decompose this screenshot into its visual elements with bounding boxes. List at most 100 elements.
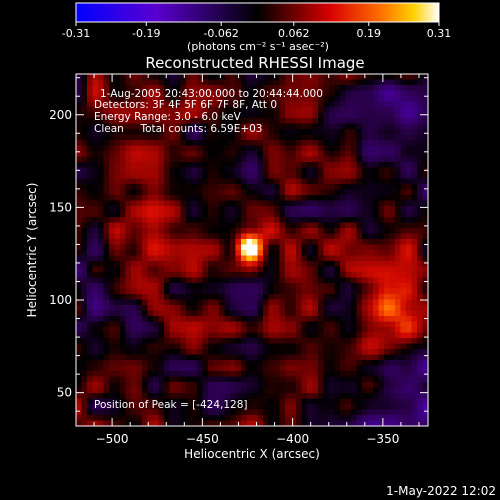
heatmap-cell bbox=[367, 101, 374, 108]
heatmap-cell bbox=[274, 79, 281, 86]
heatmap-cell bbox=[103, 129, 110, 136]
heatmap-cell bbox=[378, 162, 385, 169]
heatmap-cell bbox=[241, 327, 248, 334]
heatmap-cell bbox=[274, 145, 281, 152]
heatmap-cell bbox=[411, 101, 418, 108]
heatmap-cell bbox=[274, 123, 281, 130]
heatmap-cell bbox=[378, 101, 385, 108]
heatmap-cell bbox=[417, 266, 424, 273]
heatmap-cell bbox=[268, 129, 275, 136]
heatmap-cell bbox=[81, 349, 88, 356]
heatmap-cell bbox=[175, 222, 182, 229]
heatmap-cell bbox=[224, 321, 231, 328]
heatmap-cell bbox=[417, 217, 424, 224]
heatmap-cell bbox=[114, 283, 121, 290]
heatmap-cell bbox=[98, 261, 105, 268]
heatmap-cell bbox=[164, 244, 171, 251]
heatmap-cell bbox=[158, 283, 165, 290]
heatmap-cell bbox=[345, 74, 352, 81]
heatmap-cell bbox=[147, 156, 154, 163]
heatmap-cell bbox=[422, 85, 428, 92]
heatmap-cell bbox=[120, 123, 127, 130]
heatmap-cell bbox=[81, 74, 88, 81]
heatmap-cell bbox=[351, 145, 358, 152]
heatmap-cell bbox=[252, 151, 259, 158]
heatmap-cell bbox=[285, 409, 292, 416]
heatmap-cell bbox=[329, 123, 336, 130]
heatmap-cell bbox=[230, 233, 237, 240]
heatmap-cell bbox=[340, 200, 347, 207]
heatmap-cell bbox=[417, 96, 424, 103]
heatmap-cell bbox=[202, 173, 209, 180]
heatmap-cell bbox=[197, 283, 204, 290]
heatmap-cell bbox=[197, 200, 204, 207]
heatmap-cell bbox=[417, 145, 424, 152]
heatmap-cell bbox=[81, 129, 88, 136]
heatmap-cell bbox=[378, 244, 385, 251]
heatmap-cell bbox=[296, 244, 303, 251]
heatmap-cell bbox=[257, 112, 264, 119]
heatmap-cell bbox=[103, 184, 110, 191]
heatmap-cell bbox=[422, 354, 428, 361]
heatmap-cell bbox=[92, 96, 99, 103]
heatmap-cell bbox=[230, 189, 237, 196]
heatmap-cell bbox=[411, 222, 418, 229]
heatmap-cell bbox=[367, 184, 374, 191]
heatmap-cell bbox=[125, 343, 132, 350]
heatmap-cell bbox=[345, 255, 352, 262]
heatmap-cell bbox=[153, 277, 160, 284]
x-tick-label: −350 bbox=[366, 432, 399, 446]
heatmap-cell bbox=[417, 420, 424, 426]
heatmap-cell bbox=[334, 272, 341, 279]
heatmap-cell bbox=[274, 129, 281, 136]
colorbar-tick-label: -0.062 bbox=[203, 27, 238, 40]
heatmap-cell bbox=[197, 398, 204, 405]
heatmap-cell bbox=[235, 266, 242, 273]
heatmap-cell bbox=[147, 112, 154, 119]
heatmap-cell bbox=[213, 321, 220, 328]
heatmap-cell bbox=[81, 195, 88, 202]
heatmap-cell bbox=[351, 299, 358, 306]
heatmap-cell bbox=[318, 228, 325, 235]
heatmap-cell bbox=[279, 195, 286, 202]
heatmap-cell bbox=[153, 244, 160, 251]
heatmap-cell bbox=[219, 206, 226, 213]
heatmap-cell bbox=[164, 118, 171, 125]
heatmap-cell bbox=[285, 349, 292, 356]
heatmap-cell bbox=[312, 173, 319, 180]
heatmap-cell bbox=[208, 371, 215, 378]
heatmap-cell bbox=[153, 118, 160, 125]
heatmap-cell bbox=[169, 129, 176, 136]
heatmap-cell bbox=[208, 288, 215, 295]
heatmap-cell bbox=[98, 382, 105, 389]
heatmap-cell bbox=[76, 189, 83, 196]
heatmap-cell bbox=[219, 118, 226, 125]
heatmap-cell bbox=[186, 90, 193, 97]
heatmap-cell bbox=[384, 206, 391, 213]
colorbar-tick-label: 0.31 bbox=[427, 27, 452, 40]
heatmap-cell bbox=[285, 316, 292, 323]
heatmap-cell bbox=[263, 101, 270, 108]
heatmap-cell bbox=[120, 145, 127, 152]
heatmap-cell bbox=[191, 398, 198, 405]
heatmap-cell bbox=[307, 140, 314, 147]
heatmap-cell bbox=[279, 338, 286, 345]
heatmap-cell bbox=[208, 387, 215, 394]
heatmap-cell bbox=[164, 222, 171, 229]
heatmap-cell bbox=[417, 200, 424, 207]
heatmap-cell bbox=[285, 382, 292, 389]
heatmap-cell bbox=[208, 266, 215, 273]
heatmap-cell bbox=[114, 90, 121, 97]
heatmap-cell bbox=[279, 101, 286, 108]
heatmap-cell bbox=[76, 415, 83, 422]
heatmap-cell bbox=[263, 398, 270, 405]
heatmap-cell bbox=[367, 393, 374, 400]
heatmap-cell bbox=[109, 371, 116, 378]
heatmap-cell bbox=[87, 404, 94, 411]
heatmap-cell bbox=[175, 288, 182, 295]
heatmap-cell bbox=[279, 211, 286, 218]
heatmap-cell bbox=[422, 123, 428, 130]
heatmap-cell bbox=[208, 415, 215, 422]
heatmap-cell bbox=[224, 129, 231, 136]
heatmap-cell bbox=[175, 382, 182, 389]
